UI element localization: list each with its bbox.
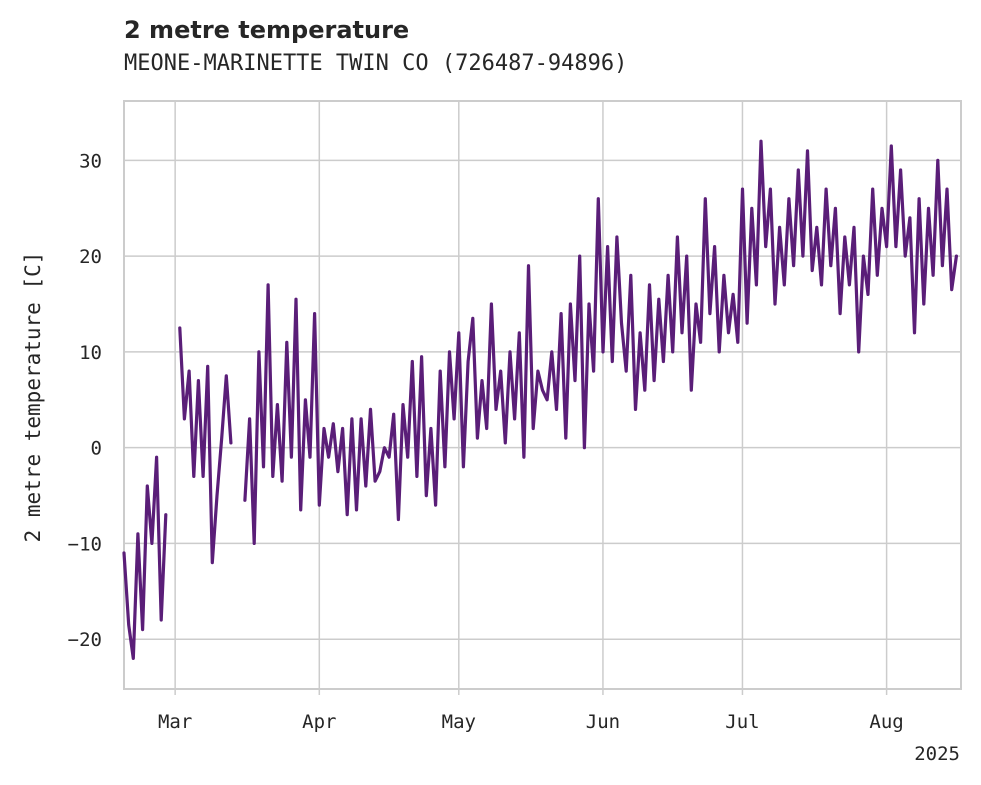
x-tick-label: May bbox=[442, 711, 476, 733]
y-tick-label: −20 bbox=[68, 629, 102, 651]
series-group bbox=[122, 139, 958, 660]
y-axis-label: 2 metre temperature [C] bbox=[21, 252, 45, 543]
y-tick-label: 10 bbox=[79, 342, 102, 364]
x-tick-label: Mar bbox=[158, 711, 192, 733]
x-offset-label: 2025 bbox=[914, 743, 960, 765]
chart-subtitle: MEONE-MARINETTE TWIN CO (726487-94896) bbox=[124, 51, 628, 76]
y-tick-label: 30 bbox=[79, 150, 102, 172]
x-tick-label: Jun bbox=[586, 711, 620, 733]
y-tick-label: 0 bbox=[91, 438, 102, 460]
x-tick-labels: Mar Apr May Jun Jul Aug bbox=[158, 689, 904, 733]
x-tick-label: Apr bbox=[302, 711, 336, 733]
y-tick-label: 20 bbox=[79, 246, 102, 268]
plot-frame bbox=[123, 100, 962, 690]
chart-title: 2 metre temperature bbox=[124, 16, 410, 44]
temperature-series-line bbox=[122, 139, 958, 660]
y-tick-label: −10 bbox=[68, 533, 102, 555]
grid-lines bbox=[124, 101, 961, 689]
y-tick-labels: −20 −10 0 10 20 30 bbox=[68, 150, 102, 651]
x-tick-label: Jul bbox=[725, 711, 759, 733]
x-tick-label: Aug bbox=[869, 711, 903, 733]
